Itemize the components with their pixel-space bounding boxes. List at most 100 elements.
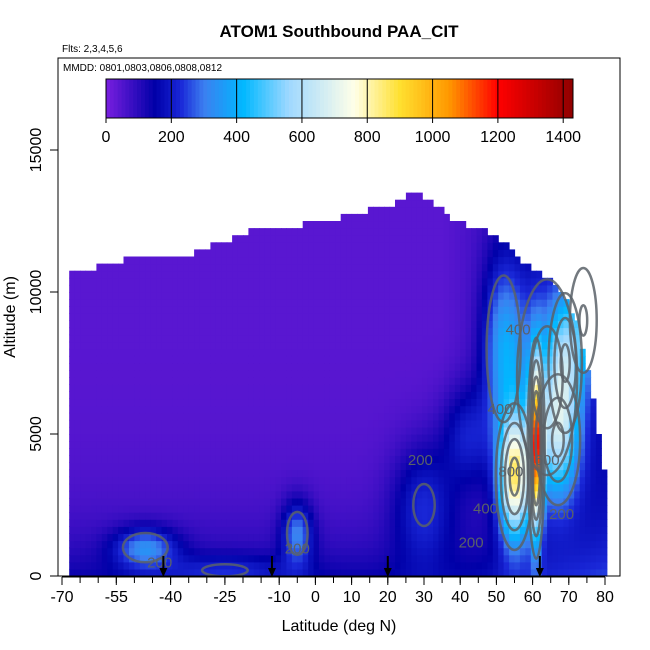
heatmap-cell (541, 533, 548, 542)
heatmap-cell (335, 363, 342, 371)
heatmap-cell (405, 448, 412, 456)
heatmap-cell (313, 377, 320, 385)
heatmap-cell (237, 249, 244, 258)
heatmap-cell (405, 306, 412, 314)
heatmap-cell (579, 441, 586, 449)
heatmap-cell (443, 213, 450, 222)
heatmap-cell (205, 419, 211, 428)
heatmap-cell (503, 256, 510, 265)
heatmap-cell (101, 483, 108, 492)
heatmap-cell (150, 412, 157, 421)
heatmap-cell (351, 412, 358, 421)
heatmap-cell (172, 568, 179, 577)
heatmap-cell (313, 426, 320, 435)
heatmap-cell (557, 469, 564, 478)
heatmap-cell (199, 284, 206, 293)
heatmap-cell (541, 505, 548, 513)
heatmap-cell (427, 348, 434, 357)
heatmap-cell (194, 398, 201, 407)
heatmap-cell (194, 519, 201, 527)
heatmap-cell (194, 256, 201, 265)
heatmap-cell (183, 448, 190, 456)
heatmap-cell (465, 540, 472, 549)
heatmap-cell (259, 497, 266, 506)
heatmap-cell (275, 462, 282, 471)
heatmap-cell (183, 497, 190, 506)
heatmap-cell (129, 434, 135, 442)
heatmap-cell (454, 505, 461, 513)
heatmap-cell (156, 526, 163, 534)
heatmap-cell (433, 270, 440, 279)
heatmap-cell (118, 384, 125, 392)
heatmap-cell (357, 554, 363, 563)
heatmap-cell (101, 363, 108, 371)
heatmap-cell (264, 419, 271, 428)
heatmap-cell (449, 462, 456, 471)
heatmap-cell (471, 505, 478, 513)
heatmap-cell (167, 469, 173, 478)
heatmap-cell (465, 476, 472, 485)
heatmap-cell (346, 448, 353, 456)
heatmap-cell (541, 306, 548, 314)
heatmap-cell (156, 384, 163, 392)
heatmap-cell (595, 490, 602, 499)
heatmap-cell (221, 568, 228, 577)
heatmap-cell (308, 299, 315, 307)
heatmap-cell (324, 419, 331, 428)
heatmap-cell (177, 412, 184, 421)
heatmap-cell (215, 249, 222, 258)
heatmap-cell (351, 526, 358, 534)
heatmap-cell (80, 341, 87, 350)
heatmap-cell (253, 419, 260, 428)
heatmap-cell (433, 405, 440, 414)
heatmap-cell (123, 412, 130, 421)
heatmap-cell (118, 519, 125, 527)
heatmap-cell (319, 533, 325, 542)
colorbar-segment (106, 79, 111, 118)
heatmap-cell (476, 441, 483, 449)
heatmap-cell (346, 377, 353, 385)
contour-label: 400 (487, 401, 512, 418)
heatmap-cell (378, 505, 385, 513)
heatmap-cell (389, 263, 396, 272)
heatmap-cell (139, 533, 146, 542)
heatmap-cell (259, 554, 266, 563)
heatmap-cell (259, 512, 266, 520)
heatmap-cell (161, 426, 168, 435)
heatmap-cell (237, 434, 244, 442)
heatmap-cell (329, 334, 336, 343)
heatmap-cell (237, 455, 244, 463)
heatmap-cell (291, 377, 298, 385)
heatmap-cell (351, 448, 358, 456)
heatmap-cell (145, 434, 152, 442)
heatmap-cell (340, 455, 347, 463)
heatmap-cell (319, 377, 325, 385)
heatmap-cell (226, 441, 233, 449)
heatmap-cell (139, 277, 146, 286)
heatmap-cell (335, 505, 342, 513)
heatmap-cell (329, 405, 336, 414)
heatmap-cell (416, 327, 423, 336)
heatmap-cell (329, 348, 336, 357)
heatmap-cell (85, 469, 92, 478)
heatmap-cell (313, 419, 320, 428)
heatmap-cell (395, 412, 401, 421)
heatmap-cell (145, 398, 152, 407)
heatmap-cell (481, 533, 488, 542)
heatmap-cell (422, 199, 429, 208)
heatmap-cell (118, 363, 125, 371)
heatmap-cell (335, 434, 342, 442)
heatmap-cell (351, 434, 358, 442)
heatmap-cell (134, 306, 141, 314)
heatmap-cell (438, 370, 445, 378)
heatmap-cell (384, 206, 391, 215)
heatmap-cell (443, 462, 450, 471)
heatmap-cell (275, 476, 282, 485)
heatmap-cell (297, 370, 304, 378)
heatmap-cell (449, 412, 456, 421)
heatmap-cell (91, 341, 97, 350)
heatmap-cell (514, 547, 521, 556)
heatmap-cell (69, 355, 76, 364)
heatmap-cell (568, 355, 575, 364)
heatmap-cell (291, 249, 298, 258)
